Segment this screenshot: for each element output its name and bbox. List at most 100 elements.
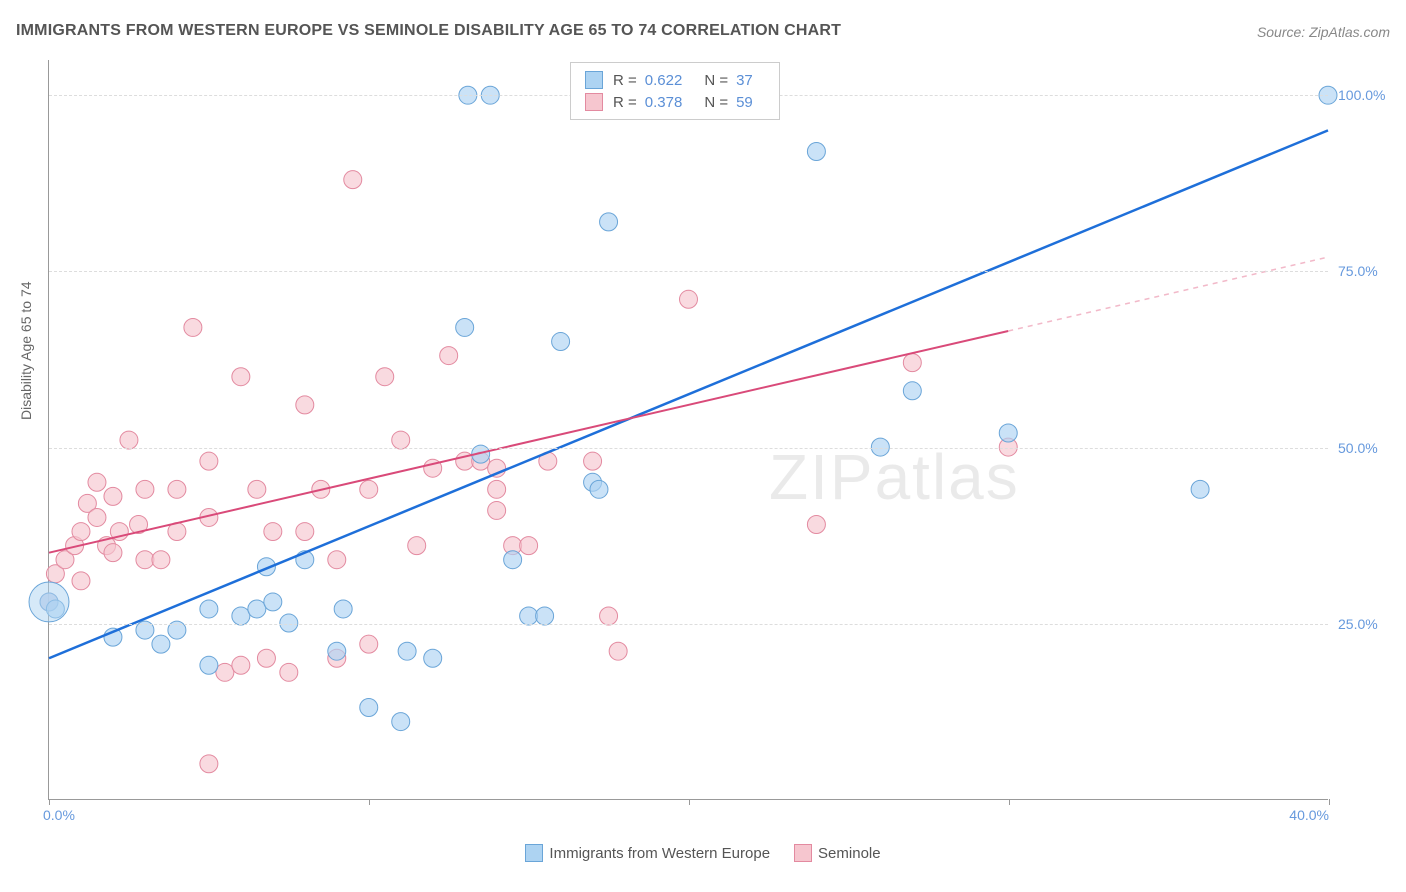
scatter-point [360, 480, 378, 498]
trend-line [49, 130, 1328, 658]
scatter-point [488, 480, 506, 498]
scatter-point [72, 572, 90, 590]
scatter-point [72, 523, 90, 541]
scatter-point [328, 551, 346, 569]
legend-swatch [794, 844, 812, 862]
chart-title: IMMIGRANTS FROM WESTERN EUROPE VS SEMINO… [16, 22, 841, 40]
scatter-point [296, 523, 314, 541]
scatter-point [104, 544, 122, 562]
scatter-point [552, 333, 570, 351]
scatter-point [903, 354, 921, 372]
scatter-point [376, 368, 394, 386]
scatter-point [120, 431, 138, 449]
legend-n-label: N = [704, 94, 728, 111]
trend-line-dashed [1008, 257, 1328, 331]
scatter-point [807, 143, 825, 161]
scatter-point [200, 656, 218, 674]
scatter-point [520, 537, 538, 555]
gridline [49, 624, 1328, 625]
y-tick-label: 50.0% [1338, 440, 1398, 456]
legend-series: Immigrants from Western Europe Seminole [0, 844, 1406, 862]
legend-correlation-row: R = 0.622 N = 37 [585, 69, 765, 91]
legend-r-label: R = [613, 72, 637, 89]
legend-series-label: Seminole [818, 845, 881, 862]
scatter-point [216, 663, 234, 681]
scatter-point [504, 551, 522, 569]
scatter-point [584, 452, 602, 470]
scatter-point [168, 480, 186, 498]
scatter-point [536, 607, 554, 625]
chart-container: IMMIGRANTS FROM WESTERN EUROPE VS SEMINO… [0, 0, 1406, 892]
gridline [49, 271, 1328, 272]
scatter-point [88, 473, 106, 491]
scatter-point [520, 607, 538, 625]
scatter-point [488, 501, 506, 519]
x-tick-mark-minor [1009, 799, 1010, 805]
plot-area: ZIPatlas 25.0%50.0%75.0%100.0%0.0%40.0% [48, 60, 1328, 800]
x-tick-mark-minor [369, 799, 370, 805]
scatter-point [200, 600, 218, 618]
scatter-point [1191, 480, 1209, 498]
scatter-point [392, 713, 410, 731]
scatter-point [136, 480, 154, 498]
scatter-point [136, 551, 154, 569]
scatter-point [360, 635, 378, 653]
scatter-point [184, 318, 202, 336]
trend-line [49, 331, 1008, 553]
legend-n-label: N = [704, 72, 728, 89]
legend-correlation: R = 0.622 N = 37R = 0.378 N = 59 [570, 62, 780, 120]
legend-n-value: 37 [736, 72, 753, 89]
y-tick-label: 75.0% [1338, 263, 1398, 279]
scatter-point [392, 431, 410, 449]
scatter-point [232, 656, 250, 674]
legend-n-value: 59 [736, 94, 753, 111]
scatter-point [248, 480, 266, 498]
scatter-point [903, 382, 921, 400]
scatter-point [807, 516, 825, 534]
scatter-point [328, 642, 346, 660]
scatter-point [600, 607, 618, 625]
gridline [49, 448, 1328, 449]
legend-swatch [585, 93, 603, 111]
scatter-point [88, 508, 106, 526]
scatter-point [152, 551, 170, 569]
scatter-point [232, 607, 250, 625]
scatter-point [456, 318, 474, 336]
y-tick-label: 25.0% [1338, 616, 1398, 632]
scatter-point [257, 649, 275, 667]
source-attribution: Source: ZipAtlas.com [1257, 24, 1390, 40]
scatter-point [104, 487, 122, 505]
legend-r-value: 0.378 [645, 94, 683, 111]
scatter-point-large [29, 582, 69, 622]
legend-series-label: Immigrants from Western Europe [549, 845, 770, 862]
scatter-point [590, 480, 608, 498]
scatter-point [440, 347, 458, 365]
x-tick-mark [49, 799, 50, 805]
y-axis-label: Disability Age 65 to 74 [18, 281, 34, 420]
plot-svg [49, 60, 1328, 799]
x-tick-label: 40.0% [1289, 807, 1329, 823]
scatter-point [280, 663, 298, 681]
legend-r-value: 0.622 [645, 72, 683, 89]
scatter-point [152, 635, 170, 653]
x-tick-label: 0.0% [43, 807, 75, 823]
legend-swatch [525, 844, 543, 862]
legend-swatch [585, 71, 603, 89]
x-tick-mark [689, 799, 690, 805]
y-tick-label: 100.0% [1338, 87, 1398, 103]
scatter-point [200, 755, 218, 773]
scatter-point [398, 642, 416, 660]
scatter-point [296, 396, 314, 414]
scatter-point [680, 290, 698, 308]
scatter-point [609, 642, 627, 660]
scatter-point [232, 368, 250, 386]
scatter-point [424, 649, 442, 667]
legend-correlation-row: R = 0.378N = 59 [585, 91, 765, 113]
scatter-point [264, 523, 282, 541]
scatter-point [334, 600, 352, 618]
scatter-point [344, 171, 362, 189]
scatter-point [360, 699, 378, 717]
scatter-point [600, 213, 618, 231]
scatter-point [200, 452, 218, 470]
x-tick-mark [1329, 799, 1330, 805]
